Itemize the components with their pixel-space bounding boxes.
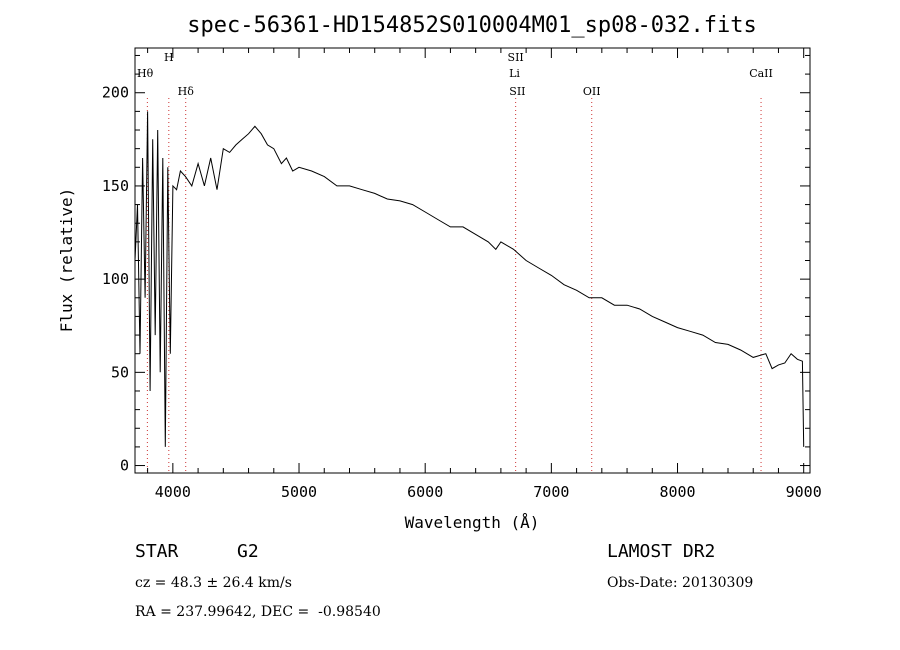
survey-name: LAMOST DR2 bbox=[607, 541, 716, 562]
absorption-line-markers: Hθ H Hδ SII Li SII OII CaII bbox=[137, 51, 773, 473]
y-tick-label: 200 bbox=[102, 84, 129, 102]
line-marker-label: SII bbox=[509, 85, 525, 98]
redshift-cz: cz = 48.3 ± 26.4 km/s bbox=[135, 575, 292, 591]
x-tick-label: 7000 bbox=[533, 483, 569, 501]
line-marker-label: CaII bbox=[749, 67, 773, 80]
spectrum-series bbox=[134, 111, 805, 447]
line-marker-label: Hδ bbox=[178, 85, 195, 98]
x-tick-label: 6000 bbox=[407, 483, 443, 501]
obs-date: Obs-Date: 20130309 bbox=[607, 575, 754, 591]
y-tick-label: 0 bbox=[120, 457, 129, 475]
y-axis-label: Flux (relative) bbox=[57, 188, 76, 333]
chart-title: spec-56361-HD154852S010004M01_sp08-032.f… bbox=[187, 13, 757, 38]
coordinates: RA = 237.99642, DEC = -0.98540 bbox=[135, 604, 381, 620]
object-class: STAR bbox=[135, 541, 179, 562]
line-marker-label: Li bbox=[509, 67, 520, 80]
x-tick-label: 5000 bbox=[281, 483, 317, 501]
object-subclass: G2 bbox=[237, 541, 259, 562]
plot-frame bbox=[134, 47, 811, 474]
axis-ticks: 4000 5000 6000 7000 8000 9000 0 50 100 150 200 bbox=[102, 48, 822, 501]
y-tick-label: 100 bbox=[102, 270, 129, 288]
line-marker-label: Hθ bbox=[137, 67, 154, 80]
x-axis-label: Wavelength (Å) bbox=[405, 513, 540, 532]
line-marker-label: SII bbox=[508, 51, 524, 64]
x-tick-label: 8000 bbox=[659, 483, 695, 501]
x-tick-label: 4000 bbox=[155, 483, 191, 501]
line-marker-label: H bbox=[164, 51, 174, 64]
line-marker-label: OII bbox=[583, 85, 601, 98]
x-tick-label: 9000 bbox=[786, 483, 822, 501]
y-tick-label: 50 bbox=[111, 363, 129, 381]
y-tick-label: 150 bbox=[102, 177, 129, 195]
